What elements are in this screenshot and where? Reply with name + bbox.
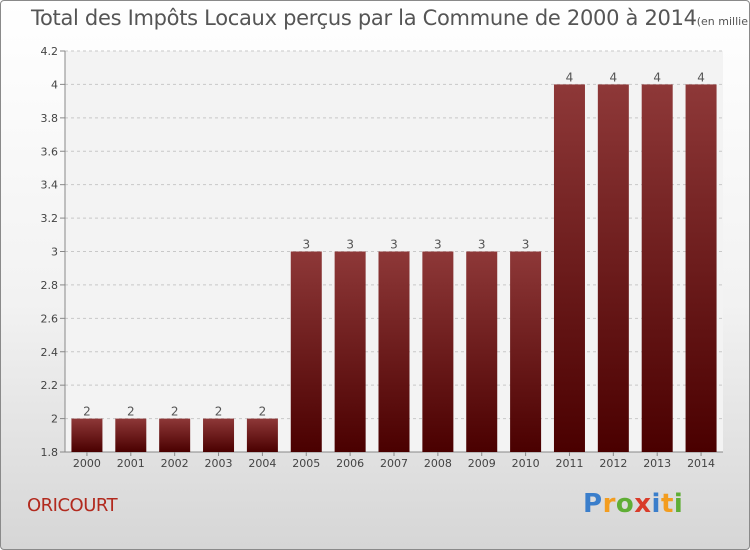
x-tick-label: 2000 <box>73 457 101 470</box>
bar-value-label: 2 <box>259 405 267 419</box>
bar-2013 <box>641 84 673 453</box>
bar-2004 <box>246 418 278 452</box>
x-tick-label: 2012 <box>599 457 627 470</box>
x-tick-label: 2005 <box>292 457 320 470</box>
y-tick-label: 3.2 <box>41 212 59 225</box>
bar-value-label: 2 <box>127 405 135 419</box>
bar-value-label: 3 <box>302 238 310 252</box>
bar-value-label: 2 <box>171 405 179 419</box>
y-tick-label: 2 <box>51 413 58 426</box>
bar-2006 <box>334 251 366 452</box>
y-tick-label: 3.4 <box>41 179 59 192</box>
bar-2011 <box>553 84 585 453</box>
y-tick-label: 1.8 <box>41 446 59 459</box>
bar-2012 <box>597 84 629 453</box>
bar-2014 <box>685 84 717 453</box>
chart-title: Total des Impôts Locaux perçus par la Co… <box>31 6 749 30</box>
bar-value-label: 3 <box>346 238 354 252</box>
logo-letter: r <box>602 489 616 519</box>
bar-2001 <box>115 418 147 452</box>
bar-value-label: 3 <box>522 238 530 252</box>
bar-2003 <box>203 418 235 452</box>
x-tick-label: 2006 <box>336 457 364 470</box>
bar-value-label: 3 <box>478 238 486 252</box>
logo-letter: x <box>634 489 652 519</box>
x-tick-label: 2004 <box>248 457 276 470</box>
x-tick-label: 2008 <box>424 457 452 470</box>
chart-title-unit: (en milliers d'€) <box>696 15 749 28</box>
y-tick-label: 4 <box>51 78 58 91</box>
bar-value-label: 3 <box>390 238 398 252</box>
logo-letter: P <box>583 489 603 519</box>
bar-value-label: 3 <box>434 238 442 252</box>
x-tick-label: 2001 <box>117 457 145 470</box>
logo-letter: i <box>673 489 684 519</box>
bar-value-label: 4 <box>697 70 705 84</box>
bar-2005 <box>290 251 322 452</box>
y-tick-label: 2.2 <box>41 379 59 392</box>
x-tick-label: 2003 <box>205 457 233 470</box>
y-tick-label: 2.8 <box>41 279 59 292</box>
bar-2009 <box>466 251 498 452</box>
bar-2000 <box>71 418 103 452</box>
chart-title-main: Total des Impôts Locaux perçus par la Co… <box>31 6 697 30</box>
x-tick-label: 2009 <box>468 457 496 470</box>
x-tick-label: 2007 <box>380 457 408 470</box>
bar-value-label: 4 <box>653 70 661 84</box>
y-tick-label: 2.4 <box>41 346 59 359</box>
proxiti-logo[interactable]: Proxiti <box>583 489 683 519</box>
logo-letter: i <box>651 489 661 519</box>
bar-value-label: 2 <box>83 405 91 419</box>
y-tick-label: 3.6 <box>41 145 59 158</box>
bar-2002 <box>159 418 191 452</box>
y-tick-label: 3 <box>51 246 58 259</box>
bar-value-label: 2 <box>215 405 223 419</box>
x-tick-label: 2014 <box>687 457 715 470</box>
y-tick-label: 4.2 <box>41 45 59 58</box>
bar-2008 <box>422 251 454 452</box>
x-tick-label: 2013 <box>643 457 671 470</box>
x-tick-label: 2010 <box>512 457 540 470</box>
x-tick-label: 2002 <box>161 457 189 470</box>
bar-2010 <box>510 251 542 452</box>
y-tick-label: 3.8 <box>41 112 59 125</box>
y-tick-label: 2.6 <box>41 312 59 325</box>
x-tick-label: 2011 <box>555 457 583 470</box>
logo-letter: t <box>660 489 674 519</box>
commune-name: ORICOURT <box>27 495 118 516</box>
bar-value-label: 4 <box>566 70 574 84</box>
bar-value-label: 4 <box>610 70 618 84</box>
bar-2007 <box>378 251 410 452</box>
logo-letter: o <box>615 489 635 519</box>
